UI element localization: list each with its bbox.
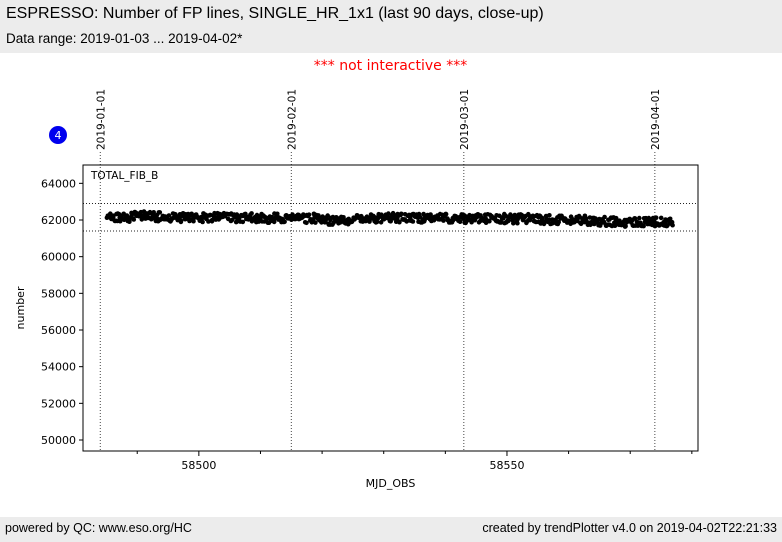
- data-point: [178, 218, 184, 224]
- data-point: [111, 214, 116, 220]
- y-tick-label: 56000: [41, 324, 76, 337]
- x-axis-title: MJD_OBS: [366, 477, 416, 490]
- footer-powered-by: powered by QC: www.eso.org/HC: [5, 521, 192, 535]
- data-point: [229, 217, 235, 223]
- data-point: [282, 219, 287, 225]
- data-point: [310, 217, 316, 222]
- data-point: [306, 212, 312, 217]
- data-point: [275, 211, 280, 217]
- group-count-badge[interactable]: 4: [49, 126, 67, 144]
- data-point: [578, 221, 584, 227]
- y-tick-label: 50000: [41, 434, 76, 447]
- footer-band: [0, 517, 782, 542]
- data-point: [441, 218, 446, 223]
- data-point: [487, 218, 492, 224]
- data-point: [670, 222, 675, 228]
- data-point: [498, 220, 504, 225]
- footer-created-by: created by trendPlotter v4.0 on 2019-04-…: [482, 521, 777, 535]
- data-point: [151, 210, 156, 215]
- data-point: [374, 219, 380, 225]
- data-point: [547, 213, 552, 218]
- data-point: [602, 214, 607, 220]
- data-point: [511, 221, 516, 226]
- data-point: [157, 210, 163, 215]
- header-band: [0, 0, 782, 53]
- data-point: [271, 219, 277, 225]
- data-point: [131, 217, 137, 222]
- y-tick-label: 60000: [41, 251, 76, 264]
- data-point: [191, 218, 196, 224]
- data-point: [313, 220, 318, 225]
- x-tick-label: 58550: [489, 459, 524, 472]
- y-tick-label: 58000: [41, 287, 76, 300]
- data-point: [399, 211, 404, 217]
- y-tick-label: 52000: [41, 397, 76, 410]
- data-point: [397, 219, 402, 225]
- data-point: [658, 215, 664, 221]
- data-point: [200, 219, 205, 225]
- data-point: [410, 219, 416, 224]
- data-point: [240, 219, 246, 225]
- not-interactive-notice: *** not interactive ***: [313, 58, 468, 74]
- page-subtitle: Data range: 2019-01-03 ... 2019-04-02*: [6, 31, 243, 46]
- data-point: [457, 219, 463, 224]
- y-tick-label: 64000: [41, 177, 76, 190]
- data-point: [166, 213, 172, 218]
- data-point: [127, 219, 132, 224]
- plot-border: [82, 164, 699, 452]
- data-point: [341, 215, 346, 220]
- data-point: [667, 216, 673, 222]
- data-point: [443, 211, 449, 217]
- data-point: [623, 223, 628, 229]
- data-point: [506, 218, 511, 224]
- data-point: [556, 219, 561, 225]
- y-tick-label: 62000: [41, 214, 76, 227]
- date-tick-label: 2019-03-01: [459, 89, 471, 150]
- data-point: [641, 223, 646, 229]
- date-tick-label: 2019-02-01: [286, 89, 298, 150]
- data-point: [325, 213, 331, 218]
- data-point: [503, 213, 509, 219]
- series-label: TOTAL_FIB_B: [90, 170, 158, 182]
- page-title: ESPRESSO: Number of FP lines, SINGLE_HR_…: [6, 5, 544, 22]
- y-tick-label: 54000: [41, 361, 76, 374]
- data-point: [637, 215, 642, 221]
- y-axis-title: number: [14, 286, 27, 329]
- date-tick-label: 2019-01-01: [95, 89, 107, 150]
- trend-chart: 2019-01-01 2019-02-01 2019-03-01 2019-04-01…: [14, 89, 699, 490]
- data-point: [540, 215, 545, 221]
- data-point: [304, 220, 309, 226]
- scatter-series: [104, 209, 675, 229]
- data-point: [249, 211, 254, 216]
- x-tick-label: 58500: [181, 459, 216, 472]
- data-point: [653, 215, 659, 220]
- date-tick-label: 2019-04-01: [650, 89, 662, 150]
- data-point: [515, 220, 520, 226]
- data-point: [632, 216, 638, 221]
